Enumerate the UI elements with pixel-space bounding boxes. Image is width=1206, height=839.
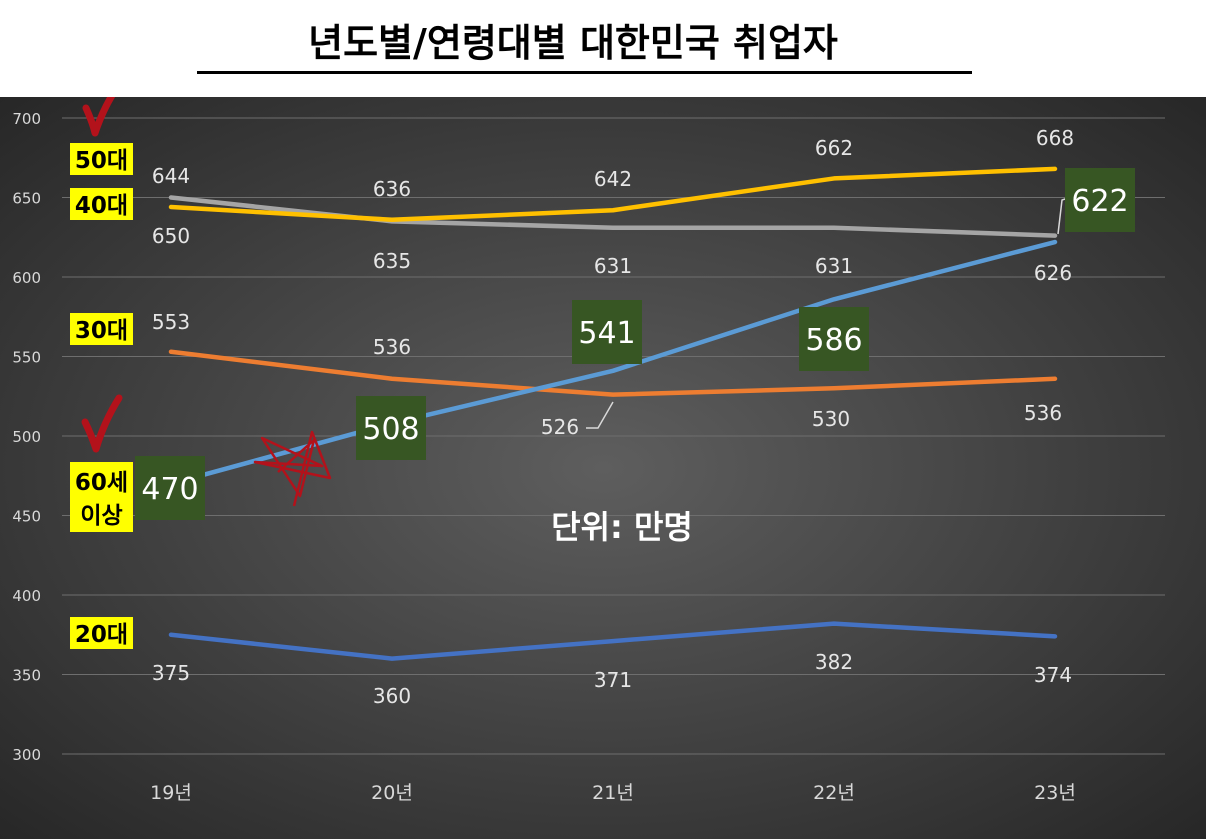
data-label-box: [356, 396, 426, 460]
series-tag-bg: [70, 188, 133, 220]
data-label: 470: [141, 472, 198, 507]
data-label: 631: [815, 254, 853, 278]
y-tick-label: 700: [12, 110, 41, 128]
y-axis: 300 350 400 450 500 550 600 650 700: [12, 110, 41, 764]
data-label: 360: [373, 684, 411, 708]
y-tick-label: 550: [12, 349, 41, 367]
data-label: 536: [373, 335, 411, 359]
data-label: 644: [152, 164, 190, 188]
data-label: 374: [1034, 663, 1072, 687]
data-label: 662: [815, 136, 853, 160]
y-tick-label: 400: [12, 587, 41, 605]
series-tag-label: 60세: [75, 470, 128, 496]
title-area: 년도별/연령대별 대한민국 취업자: [0, 0, 1206, 97]
data-label: 371: [594, 668, 632, 692]
data-label: 382: [815, 650, 853, 674]
line-chart: 300 350 400 450 500 550 600 650 700 19년 20년 21년 22년…: [0, 97, 1206, 839]
checkmark-icon: [82, 97, 116, 137]
series-line: [168, 621, 1058, 661]
data-label: 668: [1036, 126, 1074, 150]
data-label: 553: [152, 310, 190, 334]
star-doodle-icon: [253, 430, 332, 507]
data-label: 631: [594, 254, 632, 278]
y-tick-label: 300: [12, 746, 41, 764]
x-tick-label: 21년: [592, 782, 634, 804]
x-tick-label: 20년: [371, 782, 413, 804]
series-tag-label: 30대: [75, 318, 128, 344]
y-tick-label: 650: [12, 190, 41, 208]
data-label: 636: [373, 177, 411, 201]
leader-line: [586, 401, 614, 429]
data-label: 622: [1071, 184, 1128, 219]
data-label: 526: [541, 415, 579, 439]
series-lines: [168, 166, 1058, 661]
data-label: 508: [362, 412, 419, 447]
checkmark-icon: [81, 394, 123, 453]
series-tag-label: 40대: [75, 193, 128, 219]
data-label: 642: [594, 167, 632, 191]
y-tick-label: 350: [12, 667, 41, 685]
x-axis: 19년 20년 21년 22년 23년: [150, 782, 1076, 804]
y-tick-label: 600: [12, 269, 41, 287]
data-label: 375: [152, 661, 190, 685]
x-tick-label: 19년: [150, 782, 192, 804]
data-label-box: [1065, 168, 1135, 232]
series-tag-label: 이상: [80, 503, 122, 529]
y-tick-label: 450: [12, 508, 41, 526]
series-line: [168, 166, 1058, 223]
data-label: 530: [812, 407, 850, 431]
series-tag-bg: [70, 313, 133, 345]
chart-title: 년도별/연령대별 대한민국 취업자: [308, 21, 838, 65]
data-label: 541: [578, 316, 635, 351]
series-tag-bg: [70, 617, 133, 649]
unit-note: 단위: 만명: [551, 508, 693, 546]
series-line: [168, 239, 1058, 486]
data-label: 650: [152, 224, 190, 248]
data-label: 586: [805, 323, 862, 358]
data-label-box: [799, 307, 869, 371]
series-tag-label: 20대: [75, 622, 128, 648]
data-label: 626: [1034, 261, 1072, 285]
title-underline: [197, 71, 972, 74]
data-label: 635: [373, 249, 411, 273]
x-tick-label: 23년: [1034, 782, 1076, 804]
series-tag-bg: [70, 462, 133, 532]
series-tag-bg: [70, 143, 133, 175]
series-line: [168, 349, 1058, 397]
data-labels: 650 635 631 631 626 644 636 642 662 668 553 536 526 5…: [135, 126, 1135, 708]
data-label-box: [135, 456, 205, 520]
series-tag-label: 50대: [75, 148, 128, 174]
data-label-box: [572, 300, 642, 364]
x-tick-label: 22년: [813, 782, 855, 804]
y-tick-label: 500: [12, 428, 41, 446]
data-label: 536: [1024, 401, 1062, 425]
